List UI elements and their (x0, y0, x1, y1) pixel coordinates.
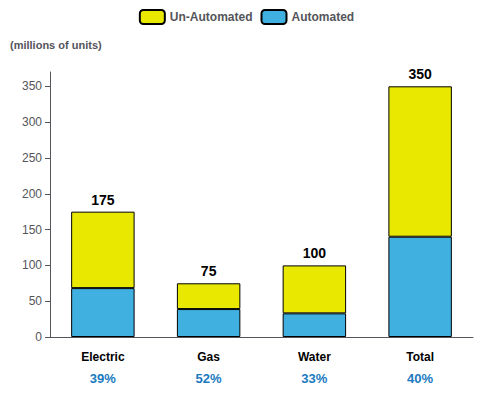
svg-text:350: 350 (408, 66, 432, 82)
svg-text:52%: 52% (196, 371, 222, 386)
svg-text:(millions of units): (millions of units) (10, 39, 102, 51)
svg-text:33%: 33% (301, 371, 327, 386)
svg-text:150: 150 (22, 223, 42, 237)
svg-text:300: 300 (22, 115, 42, 129)
svg-text:40%: 40% (407, 371, 433, 386)
svg-text:Automated: Automated (291, 10, 354, 24)
svg-text:250: 250 (22, 151, 42, 165)
svg-text:100: 100 (22, 258, 42, 272)
svg-text:39%: 39% (90, 371, 116, 386)
svg-text:Un-Automated: Un-Automated (170, 10, 253, 24)
svg-text:Total: Total (406, 350, 434, 364)
svg-text:75: 75 (201, 263, 217, 279)
svg-text:350: 350 (22, 79, 42, 93)
svg-text:Gas: Gas (197, 350, 220, 364)
svg-text:0: 0 (35, 330, 42, 344)
svg-text:50: 50 (29, 294, 43, 308)
svg-text:100: 100 (303, 245, 327, 261)
svg-text:200: 200 (22, 187, 42, 201)
svg-text:Water: Water (298, 350, 331, 364)
svg-text:Electric: Electric (81, 350, 125, 364)
svg-text:175: 175 (91, 192, 115, 208)
